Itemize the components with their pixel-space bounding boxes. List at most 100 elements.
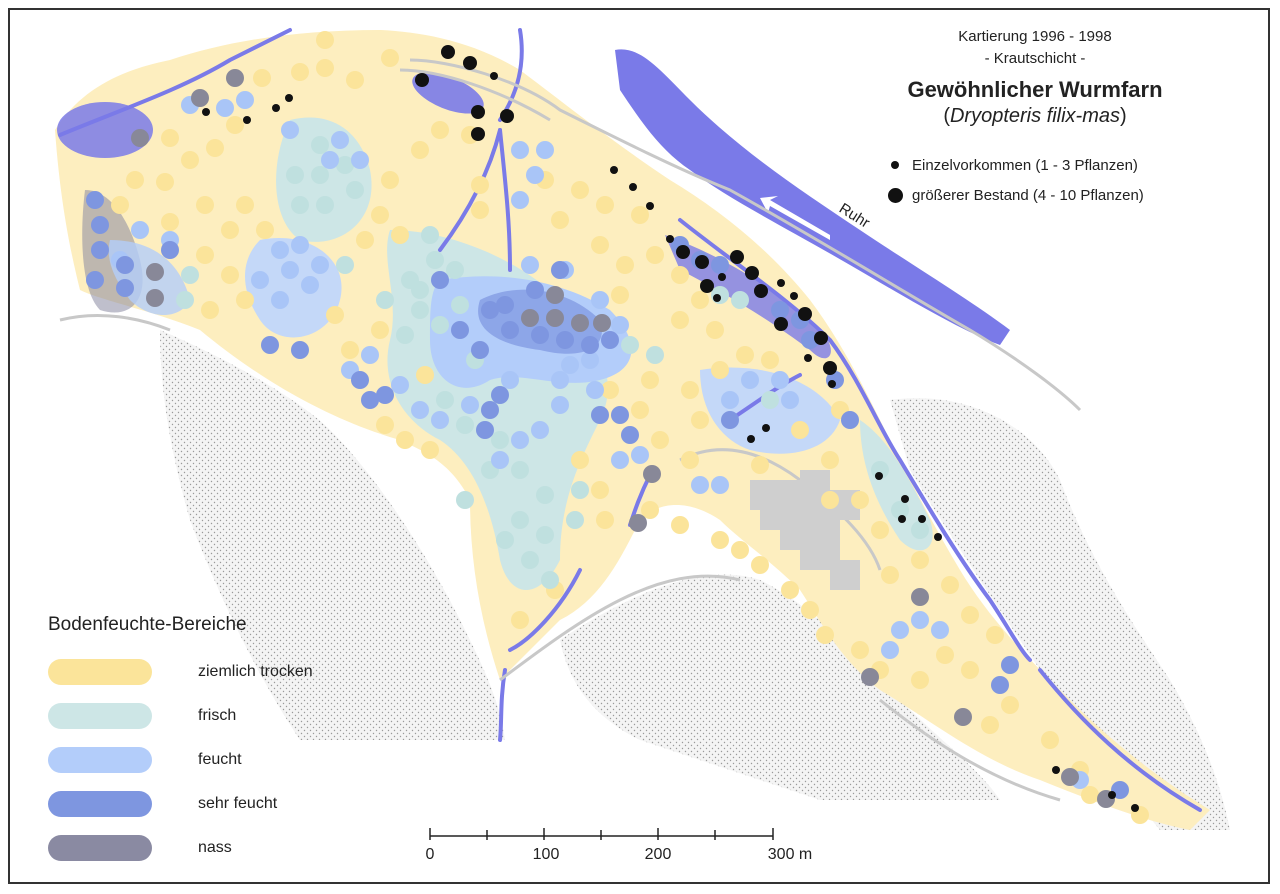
- moisture-dot-trocken: [316, 59, 334, 77]
- occurrence-small: [285, 94, 293, 102]
- moisture-dot-feucht: [501, 371, 519, 389]
- moisture-dot-trocken: [196, 196, 214, 214]
- moisture-dot-sehr-feucht: [291, 341, 309, 359]
- moisture-dot-trocken: [411, 141, 429, 159]
- latin-open-paren: (: [943, 105, 950, 127]
- moisture-dot-sehr-feucht: [611, 406, 629, 424]
- moisture-dot-frisch: [621, 336, 639, 354]
- moisture-dot-frisch: [731, 291, 749, 309]
- moisture-dot-trocken: [161, 129, 179, 147]
- moisture-dot-frisch: [436, 391, 454, 409]
- moisture-dot-nass: [191, 89, 209, 107]
- occurrence-small: [243, 116, 251, 124]
- moisture-dot-sehr-feucht: [481, 301, 499, 319]
- moisture-dot-trocken: [671, 266, 689, 284]
- moisture-dot-trocken: [221, 221, 239, 239]
- moisture-dot-nass: [1061, 768, 1079, 786]
- moisture-dot-feucht: [771, 371, 789, 389]
- occurrence-large: [774, 317, 788, 331]
- moisture-dot-trocken: [641, 501, 659, 519]
- moisture-dot-trocken: [631, 206, 649, 224]
- moisture-dot-sehr-feucht: [711, 256, 729, 274]
- moisture-dot-trocken: [611, 286, 629, 304]
- moisture-dot-feucht: [691, 476, 709, 494]
- moisture-dot-frisch: [511, 511, 529, 529]
- occurrence-large: [798, 307, 812, 321]
- moisture-dot-sehr-feucht: [601, 331, 619, 349]
- moisture-dot-trocken: [381, 171, 399, 189]
- moisture-dot-sehr-feucht: [531, 326, 549, 344]
- moisture-dot-trocken: [851, 641, 869, 659]
- moisture-dot-trocken: [346, 71, 364, 89]
- moisture-dot-trocken: [851, 491, 869, 509]
- moisture-dot-trocken: [781, 581, 799, 599]
- moisture-dot-trocken: [706, 321, 724, 339]
- moisture-dot-nass: [521, 309, 539, 327]
- moisture-dot-trocken: [671, 516, 689, 534]
- moisture-dot-trocken: [126, 171, 144, 189]
- occurrence-small: [918, 515, 926, 523]
- moisture-dot-feucht: [271, 291, 289, 309]
- moisture-dot-feucht: [216, 99, 234, 117]
- moisture-dot-trocken: [596, 196, 614, 214]
- moisture-dot-nass: [629, 514, 647, 532]
- moisture-dot-trocken: [791, 421, 809, 439]
- moisture-dot-frisch: [536, 526, 554, 544]
- moisture-dot-feucht: [721, 391, 739, 409]
- occurrence-large: [471, 127, 485, 141]
- moisture-legend-title: Bodenfeuchte-Bereiche: [48, 614, 247, 635]
- occurrence-legend: Einzelvorkommen (1 - 3 Pflanzen) größere…: [884, 150, 1144, 210]
- moisture-dot-trocken: [1081, 786, 1099, 804]
- legend-row-group: größerer Bestand (4 - 10 Pflanzen): [884, 180, 1144, 210]
- moisture-dot-trocken: [221, 266, 239, 284]
- moisture-dot-feucht: [611, 451, 629, 469]
- swatch-trocken: [48, 659, 152, 685]
- occurrence-small: [272, 104, 280, 112]
- moisture-dot-feucht: [311, 256, 329, 274]
- moisture-dot-trocken: [761, 351, 779, 369]
- moisture-dot-trocken: [616, 256, 634, 274]
- moisture-dot-trocken: [681, 451, 699, 469]
- moisture-dot-nass: [146, 289, 164, 307]
- swatch-feucht: [48, 747, 152, 773]
- area-frisch-east: [860, 420, 933, 551]
- moisture-dot-frisch: [711, 286, 729, 304]
- occurrence-small: [490, 72, 498, 80]
- moisture-dot-trocken: [236, 196, 254, 214]
- moisture-dot-trocken: [1041, 731, 1059, 749]
- moisture-dot-sehr-feucht: [351, 371, 369, 389]
- moisture-dot-frisch: [376, 291, 394, 309]
- moisture-dot-trocken: [551, 211, 569, 229]
- occurrence-small: [901, 495, 909, 503]
- moisture-dot-nass: [226, 69, 244, 87]
- layer-name: - Krautschicht -: [984, 50, 1086, 67]
- moisture-dot-frisch: [176, 291, 194, 309]
- moisture-dot-trocken: [341, 341, 359, 359]
- moisture-dot-feucht: [551, 396, 569, 414]
- species-name: Gewöhnlicher Wurmfarn: [907, 77, 1163, 102]
- large-black-dot-icon: [884, 187, 906, 203]
- moisture-dot-feucht: [351, 151, 369, 169]
- moisture-dot-feucht: [591, 291, 609, 309]
- moisture-dot-trocken: [961, 661, 979, 679]
- moisture-dot-frisch: [446, 261, 464, 279]
- moisture-dot-frisch: [911, 521, 929, 539]
- occurrence-small: [718, 273, 726, 281]
- occurrence-large: [441, 45, 455, 59]
- moisture-dot-feucht: [411, 401, 429, 419]
- moisture-dot-feucht: [131, 221, 149, 239]
- moisture-dot-frisch: [536, 486, 554, 504]
- survey-period: Kartierung 1996 - 1998: [958, 28, 1112, 45]
- moisture-dot-frisch: [511, 461, 529, 479]
- moisture-dot-trocken: [371, 206, 389, 224]
- moisture-dot-sehr-feucht: [1001, 656, 1019, 674]
- stippled-slope-west: [160, 330, 505, 740]
- moisture-dot-sehr-feucht: [621, 426, 639, 444]
- scale-bar: [429, 828, 774, 840]
- moisture-dot-frisch: [421, 226, 439, 244]
- moisture-dot-feucht: [891, 621, 909, 639]
- moisture-dot-sehr-feucht: [721, 411, 739, 429]
- moisture-dot-feucht: [461, 396, 479, 414]
- moisture-dot-trocken: [156, 173, 174, 191]
- scale-label-100: 100: [532, 846, 560, 863]
